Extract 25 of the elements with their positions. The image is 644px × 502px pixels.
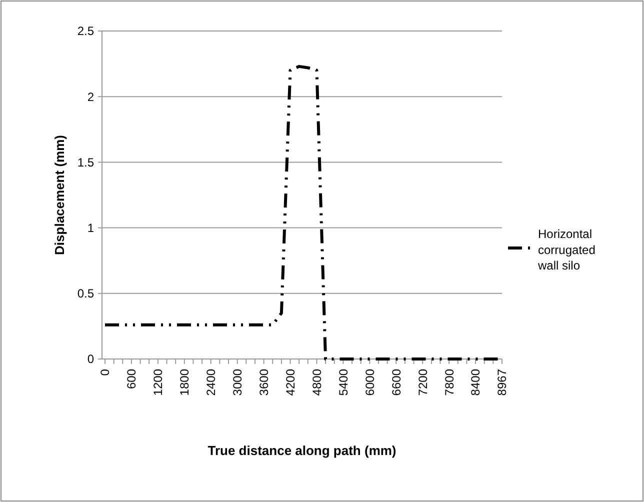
x-tick-label: 4800 bbox=[310, 368, 324, 396]
y-axis-title: Displacement (mm) bbox=[52, 135, 67, 255]
x-tick-label: 2400 bbox=[204, 368, 218, 396]
x-tick-label: 1200 bbox=[151, 368, 166, 396]
y-tick-label: 2.5 bbox=[77, 24, 94, 38]
x-axis-title: True distance along path (mm) bbox=[208, 443, 396, 458]
y-tick-label: 0.5 bbox=[77, 286, 94, 301]
x-tick-label: 1800 bbox=[178, 368, 192, 396]
y-tick-label: 0 bbox=[87, 352, 94, 366]
x-tick-label: 4200 bbox=[283, 368, 298, 396]
y-tick-label: 2 bbox=[87, 90, 94, 104]
x-tick-label: 5400 bbox=[336, 368, 350, 396]
legend-label: Horizontal corrugated wall silo bbox=[537, 227, 596, 272]
x-tick-label: 600 bbox=[124, 368, 139, 390]
x-tick-label: 6600 bbox=[389, 368, 404, 396]
x-tick-label: 7800 bbox=[442, 368, 456, 396]
x-tick-label: 0 bbox=[98, 368, 112, 376]
y-tick-label: 1 bbox=[87, 221, 94, 235]
x-tick-label: 8400 bbox=[468, 368, 483, 396]
x-tick-label: 3000 bbox=[230, 368, 245, 396]
x-tick-label: 3600 bbox=[257, 368, 271, 396]
x-tick-label: 7200 bbox=[416, 368, 430, 396]
y-tick-label: 1.5 bbox=[77, 155, 94, 170]
x-tick-label: 8967 bbox=[495, 368, 510, 396]
x-tick-label: 6000 bbox=[362, 368, 377, 396]
